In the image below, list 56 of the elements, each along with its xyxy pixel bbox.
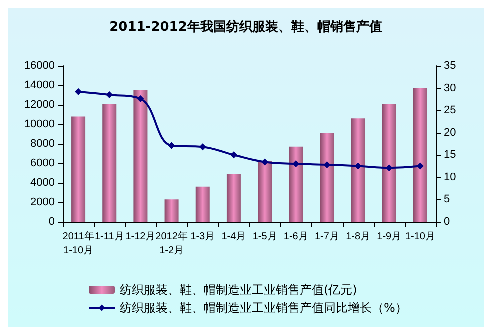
- point: [416, 162, 424, 170]
- point: [199, 144, 206, 151]
- point: [292, 160, 300, 168]
- x-tick-label: 1-10月: [405, 232, 436, 242]
- x-tick-label: 1-4月: [222, 232, 246, 242]
- y-tick-label: 12000: [24, 99, 55, 111]
- y-tick-label: 2000: [30, 196, 55, 208]
- bar: [289, 146, 304, 222]
- point: [168, 142, 176, 150]
- point: [106, 91, 114, 98]
- bar: [382, 104, 396, 222]
- x-tick-label: 1-8月: [346, 232, 371, 242]
- y-tick-label: 4000: [30, 177, 55, 189]
- y2-tick-label: 20: [444, 126, 456, 139]
- y2-tick-label: 35: [444, 60, 456, 72]
- y-tick-label: 14000: [24, 80, 55, 92]
- x-tick-label: 1-12月: [126, 232, 156, 242]
- y2-tick-label: 25: [444, 104, 456, 117]
- x-tick-label: 1-11月: [94, 232, 124, 242]
- bar: [164, 200, 179, 222]
- x-tick-label: 1-9月: [377, 232, 402, 242]
- x-tick-label: 1-5月: [252, 232, 278, 242]
- point: [230, 152, 238, 159]
- y-tick-label: 0: [48, 216, 55, 228]
- y2-tick-label: 30: [444, 82, 456, 94]
- point: [262, 158, 269, 166]
- bar: [72, 116, 86, 222]
- y-tick-label: 8000: [30, 138, 55, 150]
- legend-label: 纺织服装、鞋、帽制造业工业销售产值(亿元): [120, 283, 358, 297]
- y-tick-label: 16000: [24, 60, 55, 72]
- y2-tick-label: 0: [444, 216, 450, 228]
- point: [324, 161, 331, 168]
- y2-tick-label: 10: [444, 171, 456, 184]
- point: [137, 95, 144, 102]
- y2-tick-label: 5: [444, 194, 450, 206]
- x-tick-label: 1-6月: [284, 232, 308, 242]
- bar: [258, 162, 272, 222]
- bar: [351, 118, 366, 222]
- bar: [413, 88, 428, 222]
- x-tick-label: 1-3月: [190, 232, 216, 242]
- bar: [134, 90, 148, 222]
- point: [75, 88, 82, 96]
- y-tick-label: 6000: [30, 158, 55, 170]
- bar: [226, 174, 241, 222]
- chart-title: 2011-2012年我国纺织服装、鞋、帽销售产值: [110, 19, 382, 35]
- x-tick-label: 2012年 1-2月: [156, 230, 188, 256]
- y2-tick-label: 15: [444, 149, 456, 162]
- point: [386, 164, 393, 172]
- legend-label: 纺织服装、鞋、帽制造业工业销售产值同比增长（%）: [120, 301, 408, 315]
- bar: [102, 104, 117, 222]
- x-tick-label: 1-7月: [314, 232, 340, 242]
- point: [354, 162, 362, 170]
- bar: [196, 186, 210, 222]
- x-tick-label: 2011年 1-10月: [62, 230, 94, 256]
- bar: [320, 133, 334, 222]
- y-tick-label: 10000: [24, 118, 55, 130]
